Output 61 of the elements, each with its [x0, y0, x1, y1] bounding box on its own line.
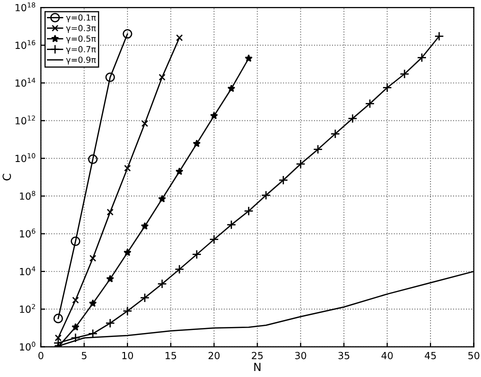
point	[89, 254, 96, 262]
point	[296, 159, 306, 169]
legend-label: γ=0.9π	[66, 56, 96, 65]
x-tick-label: 35	[338, 352, 350, 360]
point	[210, 112, 218, 120]
point	[192, 140, 201, 148]
legend-label: γ=0.3π	[66, 24, 96, 33]
x-tick-label: 30	[295, 352, 306, 360]
point	[88, 299, 97, 307]
y-tick-label: 10$^{10}$	[16, 153, 36, 162]
point	[105, 72, 115, 82]
legend-label: γ=0.5π	[66, 35, 96, 44]
y-tick-label: 10$^{4}$	[20, 266, 36, 276]
legend-label: γ=0.7π	[66, 46, 96, 54]
y-tick-label: 10$^{0}$	[20, 342, 36, 351]
y-tick-label: 10$^{16}$	[16, 40, 36, 49]
y-tick-label: 10$^{2}$	[20, 304, 36, 313]
x-tick-label: 15	[166, 352, 176, 360]
x-tick-label: 25	[252, 352, 263, 360]
legend-label: γ=0.1π	[66, 14, 96, 22]
point	[209, 234, 219, 244]
x-tick-label: 10	[122, 352, 134, 360]
y-axis-title: C	[2, 174, 11, 180]
point	[70, 236, 80, 246]
x-tick-label: 45	[424, 352, 436, 360]
point	[106, 274, 114, 282]
point	[122, 306, 132, 316]
point	[158, 194, 166, 202]
point	[53, 314, 63, 324]
x-axis-title: N	[254, 362, 260, 371]
point	[244, 54, 253, 62]
point	[261, 190, 271, 200]
x-tick-label: 5	[82, 352, 86, 360]
point	[106, 208, 114, 216]
point	[348, 114, 358, 124]
point	[157, 279, 167, 289]
y-tick-label: 10$^{18}$	[16, 2, 36, 12]
point	[175, 167, 184, 175]
y-tick-label: 10$^{8}$	[20, 190, 36, 200]
point	[124, 248, 132, 256]
point	[72, 296, 79, 304]
point	[244, 206, 254, 216]
point	[400, 69, 410, 79]
point	[140, 222, 149, 230]
y-tick-label: 10$^{14}$	[16, 78, 36, 87]
point	[313, 144, 323, 154]
y-tick-label: 10$^{12}$	[16, 115, 35, 124]
point	[141, 120, 148, 127]
x-tick-label: 40	[381, 352, 393, 360]
point	[174, 264, 184, 274]
point	[227, 84, 236, 92]
point	[176, 34, 183, 42]
point	[72, 323, 80, 331]
point	[122, 29, 132, 39]
point	[124, 164, 131, 172]
x-tick-label: 20	[208, 352, 220, 360]
x-tick-label: 50	[468, 352, 480, 360]
y-tick-label: 10$^{6}$	[20, 228, 36, 238]
point	[88, 154, 98, 164]
point	[158, 74, 166, 81]
x-tick-label: 0	[38, 352, 44, 360]
